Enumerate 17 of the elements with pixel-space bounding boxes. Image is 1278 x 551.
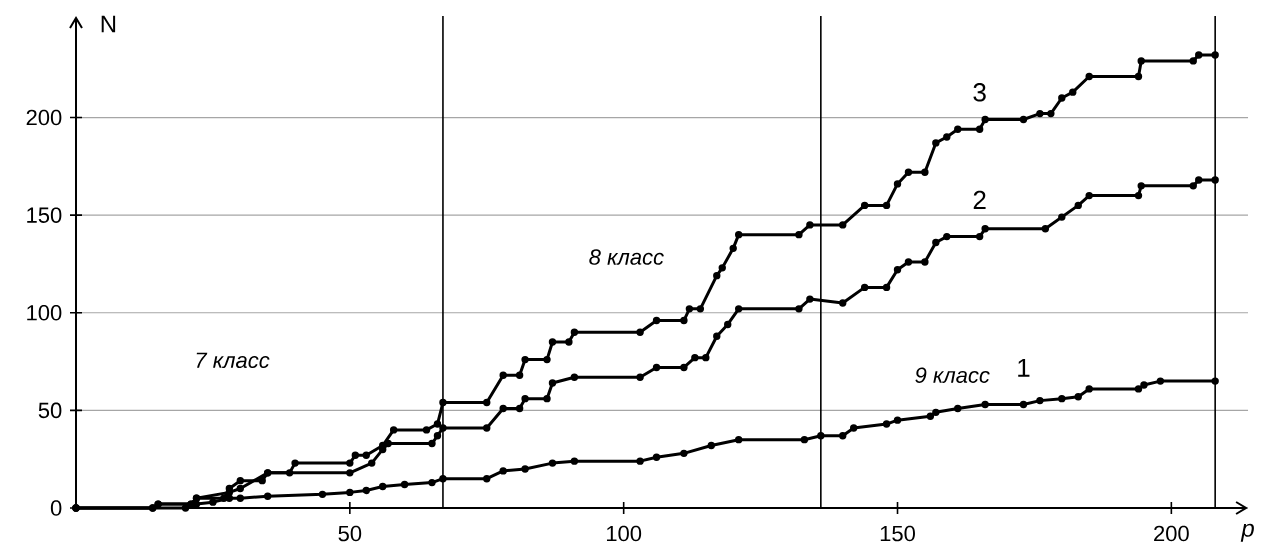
annotation: 7 класс	[196, 352, 270, 369]
y-tick-label: 100	[27, 305, 62, 321]
series-label: 1	[1018, 358, 1030, 377]
x-tick-label: 50	[338, 525, 362, 542]
x-axis-title: p	[1240, 523, 1254, 542]
x-tick-label: 150	[880, 525, 915, 542]
annotation: 8 класс	[589, 249, 664, 265]
x-tick-label: 100	[606, 525, 642, 542]
y-tick-label: 150	[27, 207, 62, 223]
y-tick-label: 50	[38, 402, 62, 419]
x-tick-label: 200	[1154, 525, 1189, 542]
y-axis-title: N	[101, 15, 116, 33]
y-tick-label: 0	[50, 500, 62, 516]
y-tick-label: 200	[26, 109, 62, 126]
annotation: 9 класс	[915, 367, 990, 383]
series-label: 2	[973, 190, 986, 209]
series-label: 3	[973, 83, 986, 102]
